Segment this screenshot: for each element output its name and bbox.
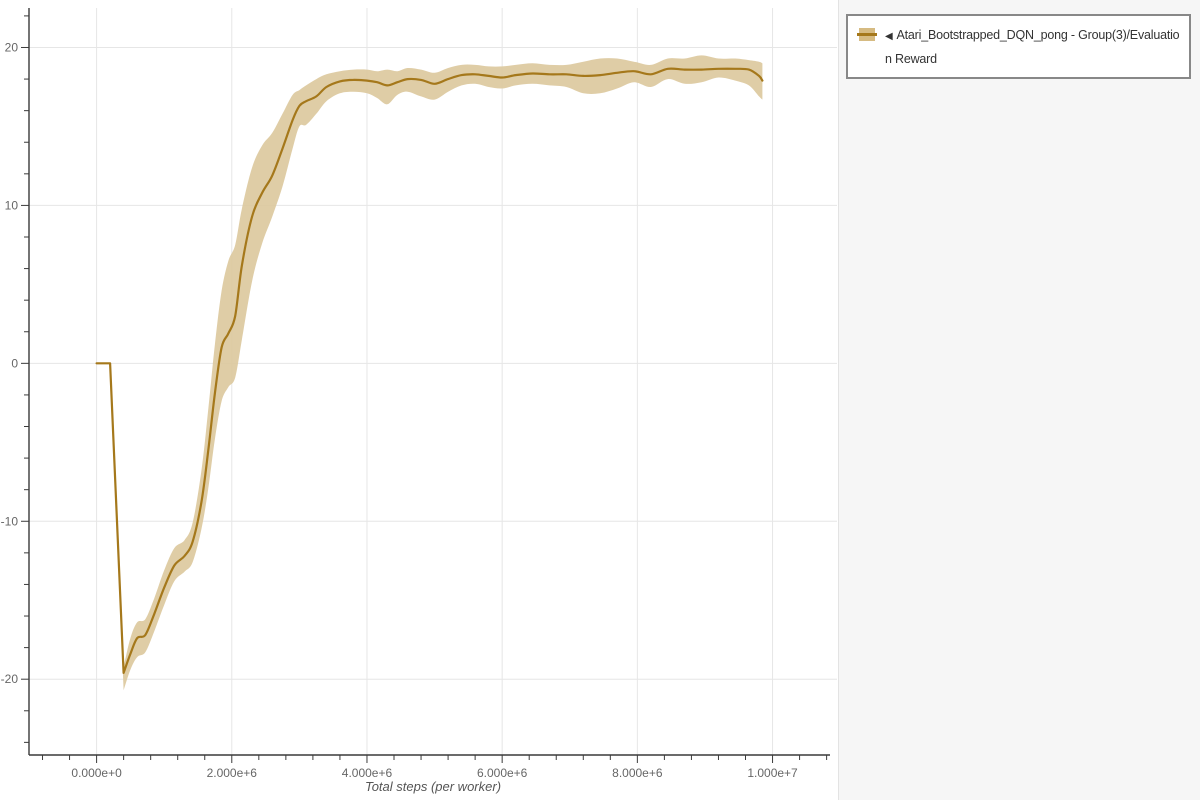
confidence-band	[96, 55, 763, 691]
y-tick-label: 20	[5, 40, 19, 54]
gridlines	[29, 8, 837, 755]
mean-reward-line	[95, 67, 764, 674]
legend-label: ◀ Atari_Bootstrapped_DQN_pong - Group(3)/…	[885, 24, 1179, 71]
x-tick-label: 4.000e+6	[342, 766, 393, 780]
axes	[28, 8, 830, 756]
x-tick-label: 1.000e+7	[747, 766, 798, 780]
confidence-band-area	[96, 55, 763, 691]
line-swatch-icon	[857, 33, 877, 36]
x-tick-label: 8.000e+6	[612, 766, 663, 780]
legend-label-line2: n Reward	[885, 52, 937, 66]
legend-series-swatch-icon	[857, 28, 877, 41]
x-tick-label: 2.000e+6	[207, 766, 258, 780]
series-toggle-icon: ◀	[885, 31, 893, 42]
mean-reward-path	[95, 67, 764, 674]
y-tick-label: -20	[1, 672, 19, 686]
y-tick-label: 10	[5, 198, 19, 212]
legend-item-atari-bootstrapped-dqn-pong[interactable]: ◀ Atari_Bootstrapped_DQN_pong - Group(3)/…	[848, 16, 1189, 77]
legend-panel-background	[838, 0, 1200, 800]
y-tick-label: 0	[11, 356, 18, 370]
legend-label-line1: Atari_Bootstrapped_DQN_pong - Group(3)/E…	[896, 28, 1180, 42]
tick-labels: 0.000e+0 2.000e+6 4.000e+6 6.000e+6 8.000e+6…	[1, 40, 798, 780]
x-axis-title: Total steps (per worker)	[365, 779, 501, 794]
x-tick-label: 6.000e+6	[477, 766, 528, 780]
x-tick-label: 0.000e+0	[71, 766, 122, 780]
tick-marks	[21, 15, 828, 763]
legend: ◀ Atari_Bootstrapped_DQN_pong - Group(3)/…	[846, 14, 1191, 79]
y-tick-label: -10	[1, 514, 19, 528]
